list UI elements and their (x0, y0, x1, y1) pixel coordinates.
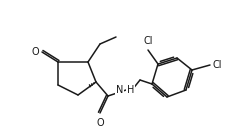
Text: O: O (31, 47, 39, 57)
Text: O: O (96, 118, 104, 128)
Text: N: N (116, 85, 123, 95)
Text: Cl: Cl (212, 60, 221, 70)
Text: Cl: Cl (143, 36, 153, 46)
Text: H: H (127, 85, 134, 95)
